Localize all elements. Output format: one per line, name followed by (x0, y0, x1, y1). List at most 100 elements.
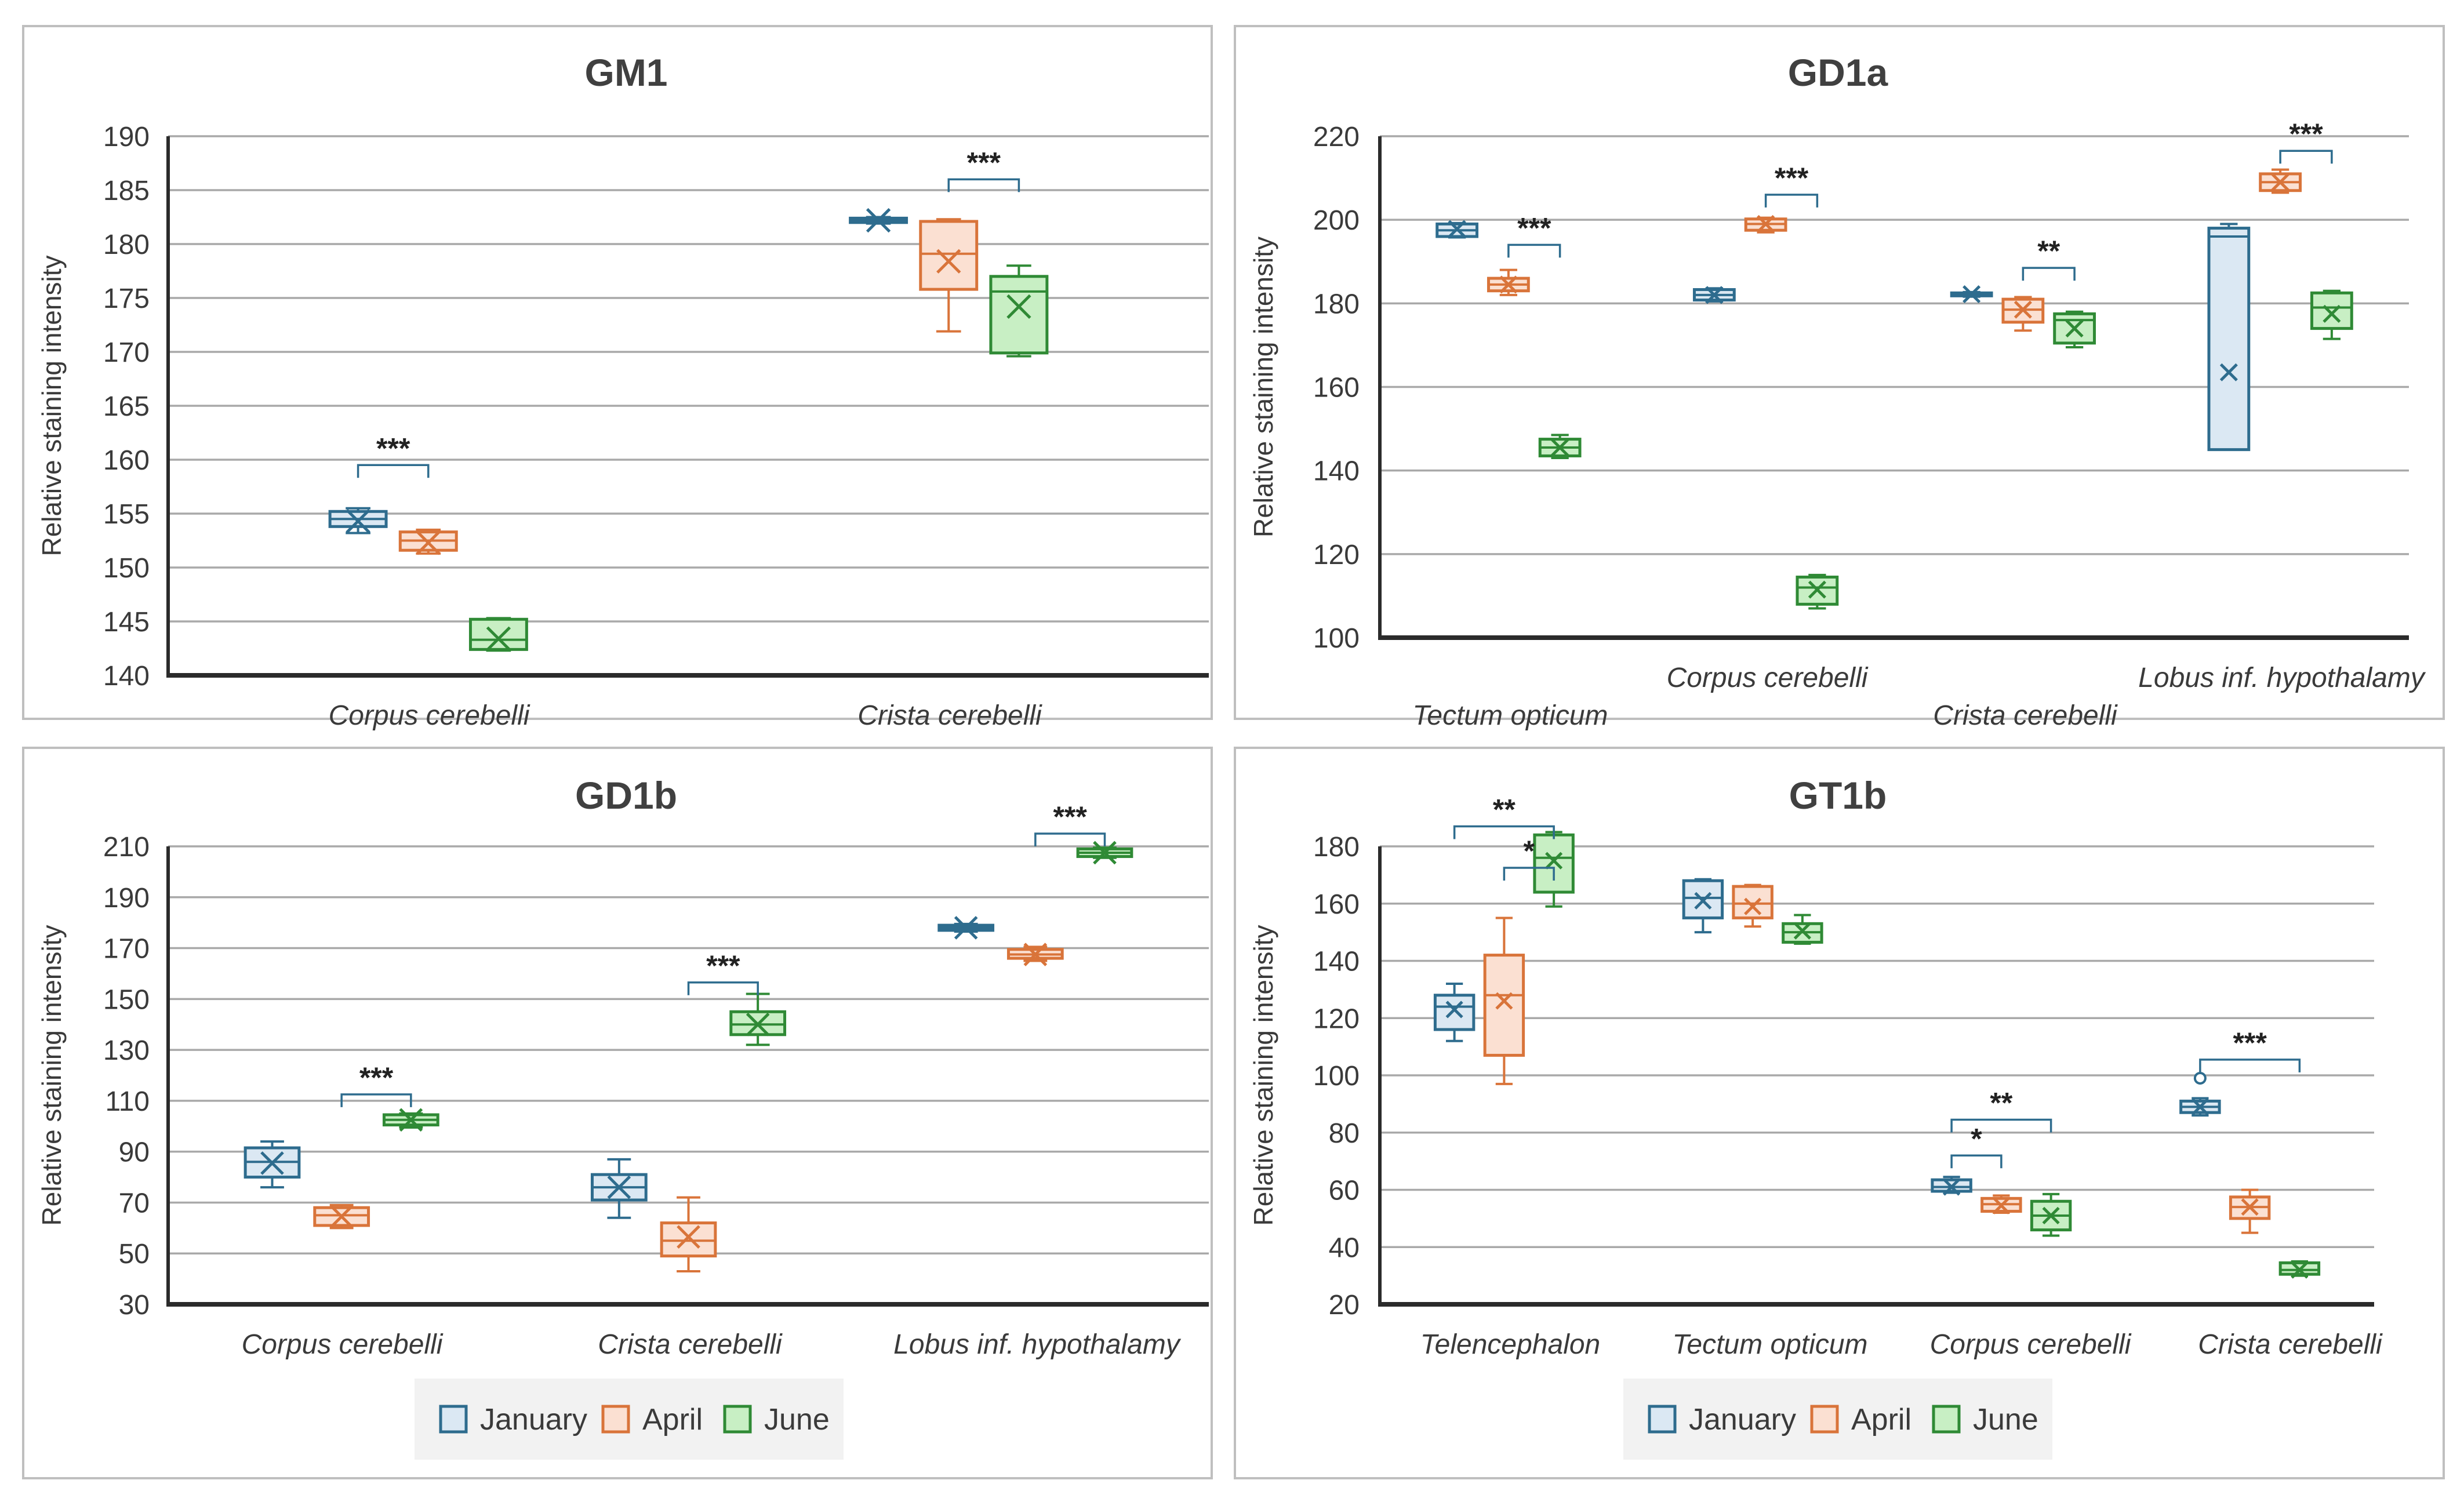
significance-bracket: * (1503, 835, 1555, 881)
mean-marker (2191, 1098, 2209, 1116)
box-january-crista-cerebelli (849, 208, 908, 233)
chart-panel-gd1a: GD1a 100 120 140 160 180 200 220 Relative staini… (1234, 25, 2445, 731)
mean-marker (866, 208, 891, 233)
mean-marker (2014, 300, 2032, 319)
bracket-line (1764, 194, 1819, 208)
box-june-corpus-cerebelli (382, 1108, 439, 1132)
box-june-lobus-inf-hypothalamy (2310, 289, 2353, 340)
box-january-corpus-cerebelli (244, 1140, 301, 1189)
box-april-corpus-cerebelli (1744, 214, 1787, 234)
mean-marker (416, 530, 441, 555)
y-axis-label: Relative staining intensity (37, 255, 67, 556)
mean-marker (936, 249, 961, 274)
y-tick-label: 150 (103, 984, 150, 1015)
panel-frame (22, 747, 1213, 1479)
mean-marker (1744, 897, 1762, 915)
x-category-label: Lobus inf. hypothalamy (893, 1329, 1182, 1360)
mean-marker (1705, 286, 1724, 304)
box-june-corpus-cerebelli (1796, 573, 1839, 610)
box-april-telencephalon (1483, 917, 1525, 1085)
significance-bracket: *** (687, 950, 759, 995)
y-tick-label: 190 (103, 122, 150, 152)
legend-swatch-april (601, 1405, 630, 1434)
y-tick-label: 120 (1313, 1003, 1360, 1034)
mean-marker (346, 508, 370, 534)
significance-bracket: ** (1453, 793, 1555, 839)
significance-label: ** (1493, 793, 1516, 825)
mean-marker (677, 1225, 700, 1249)
chart-panel-gt1b: GT1b 20 40 60 80 100 120 140 160 180 Relative stai… (1234, 747, 2445, 1479)
y-tick-label: 30 (119, 1290, 150, 1321)
mean-marker (2065, 319, 2084, 338)
box-april-crista-cerebelli (919, 218, 979, 333)
x-category-label: Crista cerebelli (598, 1329, 783, 1360)
mean-marker (1551, 438, 1569, 457)
bracket-line (2022, 267, 2076, 281)
significance-bracket: ** (2022, 235, 2076, 281)
x-category-label: Crista cerebelli (2198, 1329, 2383, 1360)
significance-label: *** (967, 146, 1001, 179)
box-january-corpus-cerebelli (1931, 1176, 1972, 1196)
mean-marker (1006, 294, 1031, 319)
significance-label: *** (2233, 1027, 2267, 1059)
x-category-label: Crista cerebelli (1933, 700, 2118, 731)
bracket-line (1507, 243, 1561, 258)
legend-label-june: June (764, 1403, 830, 1436)
chart-title: GT1b (1789, 774, 1887, 817)
box-april-tectum-opticum (1732, 883, 1774, 928)
y-tick-label: 165 (103, 391, 150, 422)
panel-frame (1234, 25, 2445, 720)
box-january-tectum-opticum (1682, 878, 1724, 934)
y-tick-label: 120 (1313, 540, 1360, 570)
y-tick-label: 180 (1313, 289, 1360, 319)
mean-marker (607, 1175, 631, 1199)
box-january-corpus-cerebelli (1692, 286, 1736, 304)
box-iqr (1433, 994, 1476, 1031)
box-april-lobus-inf-hypothalamy (2259, 168, 2302, 194)
y-tick-label: 20 (1329, 1290, 1360, 1321)
box-june-telencephalon (1533, 831, 1575, 908)
box-april-crista-cerebelli (2229, 1188, 2271, 1234)
legend-swatch-june (723, 1405, 752, 1434)
significance-label: * (1524, 835, 1535, 867)
mean-marker (1093, 841, 1117, 865)
y-tick-label: 90 (119, 1137, 150, 1168)
legend-swatch-january (439, 1405, 468, 1434)
box-iqr (1732, 885, 1774, 919)
significance-bracket: *** (340, 1061, 412, 1107)
significance-label: ** (2037, 235, 2060, 267)
panel-frame (22, 25, 1213, 720)
x-category-label: Tectum opticum (1672, 1329, 1867, 1360)
mean-marker (329, 1205, 354, 1228)
mean-marker (1963, 285, 1981, 303)
mean-marker (2042, 1206, 2060, 1224)
box-april-corpus-cerebelli (1980, 1194, 2022, 1214)
x-category-label: Corpus cerebelli (329, 700, 530, 731)
mean-marker (1545, 852, 1563, 870)
y-tick-label: 180 (103, 230, 150, 260)
mean-marker (1448, 220, 1466, 238)
y-tick-label: 80 (1329, 1118, 1360, 1149)
y-axis-label: Relative staining intensity (1248, 237, 1278, 537)
box-iqr (1533, 833, 1575, 894)
mean-marker (1499, 275, 1518, 294)
box-iqr (919, 220, 979, 291)
bracket-line (947, 178, 1020, 192)
box-iqr (2053, 312, 2096, 345)
legend-swatch-april (1810, 1405, 1839, 1434)
y-tick-label: 100 (1313, 623, 1360, 654)
significance-bracket: *** (1764, 162, 1819, 208)
box-january-corpus-cerebelli (328, 507, 388, 534)
box-january-crista-cerebelli (590, 1158, 648, 1219)
significance-bracket: *** (357, 432, 430, 478)
significance-label: *** (1775, 162, 1809, 194)
box-iqr (1682, 879, 1724, 919)
y-tick-label: 180 (1313, 832, 1360, 863)
box-iqr (1483, 954, 1525, 1057)
y-tick-label: 110 (105, 1086, 150, 1117)
y-tick-label: 160 (1313, 373, 1360, 403)
y-tick-label: 160 (103, 445, 150, 476)
box-april-tectum-opticum (1487, 268, 1530, 296)
mean-marker (1694, 892, 1712, 910)
bracket-line (2199, 1059, 2301, 1072)
